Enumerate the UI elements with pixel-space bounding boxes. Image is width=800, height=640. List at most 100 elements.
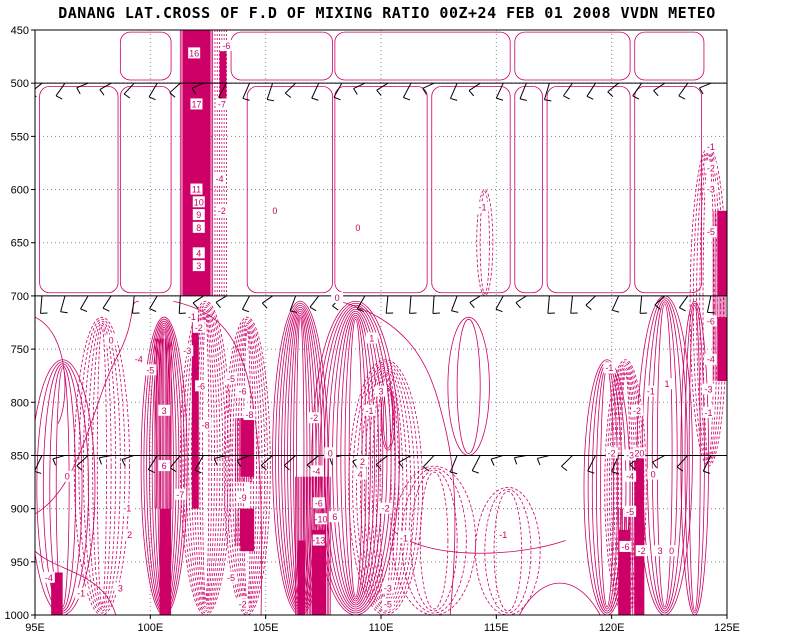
- wind-barb-flag: [193, 626, 199, 630]
- wind-barb-flag: [103, 630, 109, 633]
- wind-barb: [194, 455, 204, 471]
- wind-barb: [148, 82, 158, 98]
- contour-label: -2: [218, 206, 226, 216]
- wind-barb: [524, 614, 527, 615]
- wind-barb: [710, 614, 711, 615]
- wind-barb-flag: [678, 95, 686, 100]
- contour-line: [119, 85, 172, 294]
- contour-label: -2: [382, 504, 390, 514]
- contour-label-bg: [174, 488, 187, 500]
- contour-label-bg: [192, 209, 205, 221]
- wind-barb-flag: [98, 457, 102, 465]
- contour-label-bg: [61, 470, 74, 482]
- wind-barb: [131, 295, 135, 314]
- contour-line: [35, 300, 139, 515]
- contour-label-bg: [312, 497, 325, 509]
- wind-barb-flag: [450, 471, 458, 475]
- contour-line: [514, 85, 543, 294]
- contour-label: -6: [222, 41, 230, 51]
- contour-label-bg: [381, 582, 394, 594]
- contour-label-bg: [702, 383, 715, 395]
- wind-barb: [632, 82, 643, 97]
- wind-barb: [241, 295, 250, 310]
- wind-barb: [571, 614, 573, 615]
- y-tick-label: 700: [11, 291, 29, 303]
- wind-barb: [215, 295, 227, 303]
- contour-label: -3: [707, 185, 715, 195]
- contour-label-bg: [365, 332, 378, 344]
- contour-label: -6: [239, 387, 247, 397]
- contour-label: -5: [384, 599, 392, 609]
- wind-barb: [409, 295, 412, 314]
- contour-label-bg: [654, 545, 667, 557]
- contour-fill: [240, 508, 255, 552]
- wind-barb-flag: [490, 458, 495, 466]
- wind-barb-flag: [352, 461, 357, 468]
- contour-label: -8: [202, 421, 210, 431]
- contour-label: 8: [196, 223, 201, 233]
- contour-label-bg: [312, 534, 325, 546]
- wind-barb: [76, 82, 89, 89]
- wind-barb-flag: [398, 462, 404, 469]
- contour-line: [182, 302, 229, 614]
- contour-label: -6: [197, 381, 205, 391]
- wind-barb: [547, 295, 550, 314]
- wind-barb: [248, 614, 250, 615]
- contour-label: -1: [188, 312, 196, 322]
- contour-label-bg: [188, 47, 201, 59]
- contour-label: 20: [634, 448, 644, 458]
- wind-barb-flag: [99, 89, 105, 96]
- wind-barb-flag: [422, 88, 427, 95]
- contour-label-bg: [704, 162, 717, 174]
- x-tick-label: 120E: [599, 622, 625, 634]
- contour-label-bg: [351, 221, 364, 233]
- contour-label-bg: [268, 204, 281, 216]
- contour-line: [185, 304, 226, 612]
- contour-label-bg: [624, 505, 637, 517]
- contour-line: [35, 316, 66, 424]
- wind-barb: [515, 295, 527, 304]
- wind-barb: [547, 614, 550, 615]
- contour-line: [55, 367, 70, 608]
- contour-label: 0: [651, 470, 656, 480]
- contour-label: 3: [378, 387, 383, 397]
- wind-barb: [490, 454, 504, 460]
- wind-barb-flag: [35, 94, 37, 98]
- contour-label-bg: [315, 513, 328, 525]
- wind-barb: [35, 82, 43, 90]
- contour-line: [319, 304, 392, 612]
- wind-barb: [678, 82, 689, 97]
- wind-barb-flag: [423, 466, 430, 472]
- wind-barb: [317, 614, 319, 615]
- contour-label: 3: [118, 583, 123, 593]
- contour-label: 16: [189, 48, 199, 58]
- contour-label: 0: [109, 336, 114, 346]
- contour-label: -3: [626, 450, 634, 460]
- contour-label-bg: [185, 311, 198, 323]
- wind-barb-flag: [53, 617, 55, 624]
- contour-label: -5: [227, 573, 235, 583]
- wind-barb-flag: [80, 308, 88, 313]
- contour-label: -2: [310, 413, 318, 423]
- contour-line: [546, 85, 631, 294]
- wind-barb: [102, 295, 112, 309]
- contour-label: -4: [312, 466, 320, 476]
- contour-label-bg: [476, 201, 489, 213]
- contour-label: -3: [705, 385, 713, 395]
- wind-barb-flag: [607, 91, 614, 97]
- wind-barb-flag: [562, 627, 568, 631]
- wind-barb: [178, 295, 181, 314]
- contour-label: -9: [239, 493, 247, 503]
- contour-label-bg: [354, 468, 367, 480]
- wind-barb: [653, 82, 665, 91]
- contour-line: [410, 469, 458, 612]
- contour-line: [447, 316, 490, 456]
- x-tick-label: 105E: [253, 622, 279, 634]
- wind-barb: [586, 82, 596, 97]
- wind-barb-flag: [496, 97, 504, 101]
- wind-barb-flag: [652, 461, 658, 469]
- wind-barb: [563, 82, 573, 97]
- x-tick-label: 100E: [137, 622, 163, 634]
- contour-label: -5: [707, 227, 715, 237]
- contour-label-bg: [704, 353, 717, 365]
